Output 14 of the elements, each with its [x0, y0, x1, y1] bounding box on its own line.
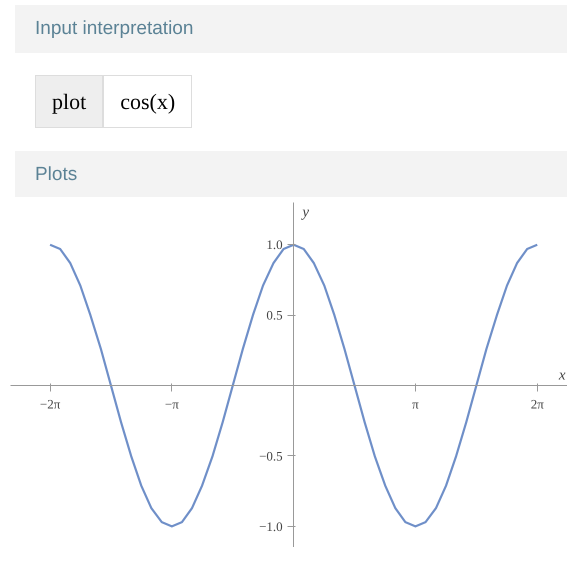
- y-tick-label: 0.5: [266, 308, 283, 323]
- text: plot: [35, 75, 104, 128]
- x-tick-label: −π: [164, 396, 180, 412]
- x-tick-label: −2π: [40, 396, 61, 412]
- x-axis-title: x: [558, 368, 566, 384]
- y-tick-label: 1.0: [266, 237, 283, 252]
- y-tick-label: −1.0: [259, 518, 283, 534]
- text: cos(x): [103, 75, 192, 128]
- y-axis-title: y: [300, 204, 310, 220]
- chart-title: Plots: [35, 163, 78, 187]
- x-tick-label: 2π: [530, 396, 544, 412]
- x-tick-label: π: [412, 396, 420, 412]
- text: Input interpretation: [35, 17, 194, 41]
- y-tick-label: −0.5: [259, 448, 283, 464]
